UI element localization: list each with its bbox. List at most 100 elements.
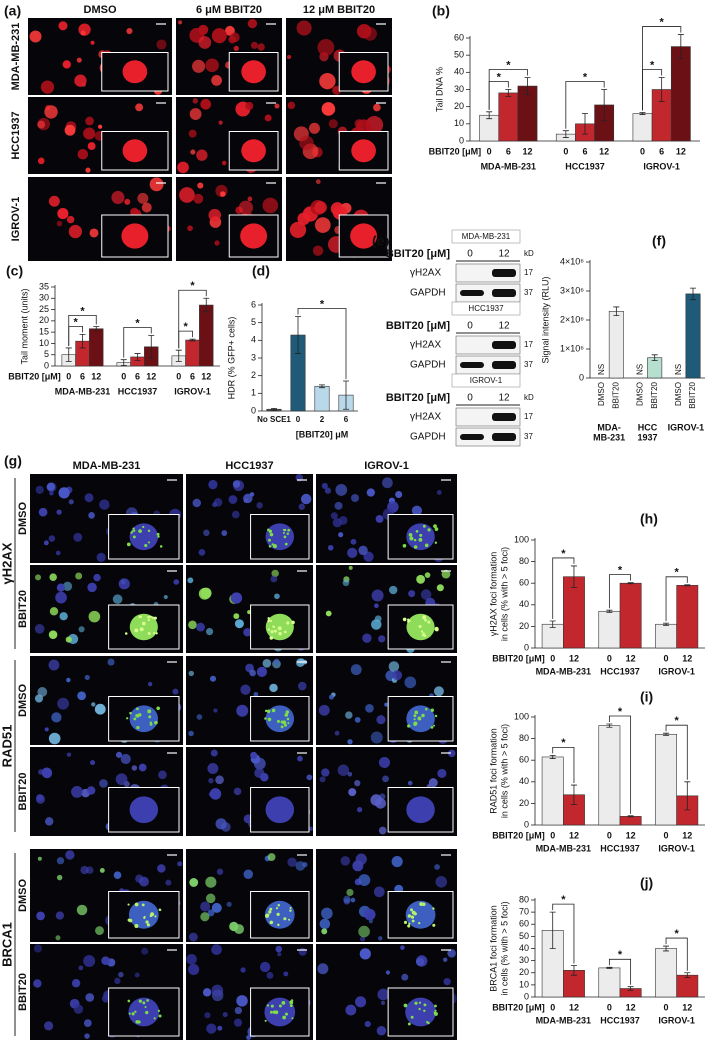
focus	[414, 710, 419, 715]
cell	[165, 879, 172, 886]
focus	[277, 904, 281, 907]
focus	[277, 923, 280, 927]
cell	[37, 157, 45, 165]
focus	[407, 1022, 411, 1026]
inset-cell	[241, 60, 266, 84]
cell	[229, 32, 240, 43]
cell	[189, 878, 199, 887]
focus	[427, 528, 431, 532]
cell	[197, 182, 204, 189]
focus	[423, 1003, 427, 1007]
cell	[198, 36, 212, 49]
y-axis-label: Signal intensity (RLU)	[540, 276, 550, 363]
focus	[430, 725, 434, 729]
focus	[136, 707, 139, 711]
group-label: MB-231	[593, 432, 625, 442]
cell-line: HCC1937	[468, 304, 504, 313]
cell	[262, 197, 279, 214]
blot	[455, 427, 521, 447]
inset-cell	[351, 60, 376, 84]
focus	[124, 632, 128, 635]
cell	[327, 544, 334, 551]
cell-line-box	[451, 229, 521, 244]
focus	[157, 1009, 161, 1013]
focus	[138, 713, 142, 717]
bar-label: 12	[146, 371, 156, 381]
cell	[375, 514, 384, 523]
cell	[358, 925, 370, 938]
error-bar	[549, 911, 556, 949]
focus	[427, 620, 431, 624]
y-tick-label: 1×10⁶	[560, 343, 584, 353]
focus	[411, 910, 416, 915]
band	[492, 341, 516, 349]
bar-label: 0	[664, 653, 669, 663]
y-tick-label: 10	[454, 118, 464, 128]
cell	[246, 1035, 252, 1040]
significance-bracket	[68, 315, 97, 346]
focus	[432, 923, 436, 927]
cell	[101, 956, 110, 966]
bar-label: 12	[522, 146, 532, 156]
cell	[196, 149, 208, 161]
y-tick-label: 4×10⁶	[560, 256, 584, 266]
bar	[632, 113, 653, 142]
bar	[598, 725, 621, 826]
focus	[133, 717, 137, 721]
cell	[391, 856, 403, 868]
cell	[66, 677, 71, 683]
bar-label: 0	[550, 653, 555, 663]
focus	[282, 531, 285, 534]
bar	[89, 328, 104, 367]
y-tick-label: 60	[519, 919, 529, 929]
cell	[338, 532, 344, 538]
cell	[157, 864, 166, 873]
focus	[287, 721, 290, 725]
significance-label: *	[497, 71, 502, 83]
column-header: DMSO	[84, 4, 117, 16]
bar-label: 0	[121, 371, 126, 381]
y-tick-label: 40	[519, 776, 529, 786]
focus	[422, 632, 425, 635]
panel-letter: (i)	[640, 689, 653, 705]
cell	[321, 102, 336, 116]
inset-cell	[351, 139, 376, 163]
cell	[354, 780, 361, 787]
focus	[434, 1009, 437, 1012]
bar-label: 0	[550, 830, 555, 840]
focus	[139, 627, 144, 632]
focus	[154, 720, 158, 725]
cell	[363, 551, 374, 562]
x-axis-label: [BBIT20] μM	[296, 429, 349, 439]
focus	[273, 629, 277, 633]
panel-letter: (j)	[640, 875, 653, 891]
cell	[137, 192, 149, 204]
cell	[205, 876, 217, 888]
cell	[289, 221, 307, 239]
cell	[78, 626, 85, 633]
cell	[96, 552, 106, 562]
focus	[291, 620, 295, 625]
focus	[418, 717, 421, 720]
cell	[35, 794, 46, 804]
cell	[328, 694, 334, 700]
cell	[187, 577, 194, 584]
panel-letter: (a)	[4, 3, 21, 19]
band	[492, 433, 516, 441]
cell	[58, 21, 68, 31]
group-label: RAD51	[0, 725, 14, 768]
blot-row-label: GAPDH	[410, 288, 446, 299]
focus	[283, 917, 287, 921]
cell	[62, 60, 71, 69]
bar-label: 6	[80, 371, 85, 381]
cell	[287, 101, 296, 110]
significance-bracket	[565, 81, 605, 129]
annotation: NS	[674, 364, 683, 375]
cell	[124, 198, 131, 205]
cell	[271, 569, 279, 578]
error-bar	[295, 316, 301, 354]
y-tick-label: 15	[39, 327, 49, 337]
focus	[126, 717, 129, 720]
focus	[282, 1015, 287, 1020]
group-label: MDA-MB-231	[536, 1015, 592, 1025]
